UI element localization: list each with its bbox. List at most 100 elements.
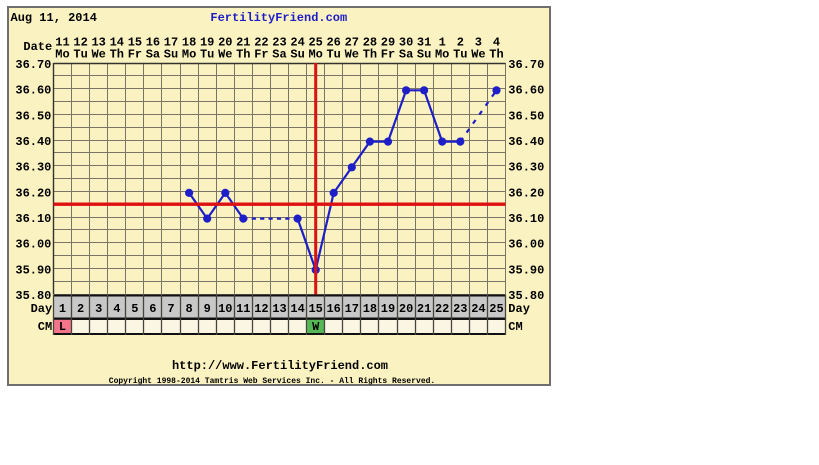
svg-text:Day: Day: [508, 302, 530, 316]
svg-text:17: 17: [345, 302, 359, 316]
svg-text:We: We: [91, 48, 105, 62]
svg-text:24: 24: [471, 302, 485, 316]
svg-text:21: 21: [417, 302, 431, 316]
svg-text:11: 11: [55, 36, 69, 50]
svg-text:2: 2: [77, 302, 84, 316]
svg-text:Su: Su: [164, 48, 178, 62]
svg-text:35.80: 35.80: [508, 289, 544, 303]
svg-text:We: We: [218, 48, 232, 62]
svg-text:30: 30: [399, 36, 413, 50]
svg-text:6: 6: [149, 302, 156, 316]
svg-text:4: 4: [493, 36, 500, 50]
svg-text:Fr: Fr: [254, 48, 268, 62]
svg-text:Sa: Sa: [146, 48, 160, 62]
svg-text:Fr: Fr: [381, 48, 395, 62]
svg-text:28: 28: [363, 36, 377, 50]
svg-text:We: We: [471, 48, 485, 62]
svg-text:13: 13: [91, 36, 105, 50]
svg-text:Mo: Mo: [182, 48, 196, 62]
svg-text:19: 19: [200, 36, 214, 50]
svg-text:3: 3: [95, 302, 102, 316]
svg-text:W: W: [312, 320, 320, 334]
svg-text:36.30: 36.30: [508, 161, 544, 175]
svg-text:Aug 11, 2014: Aug 11, 2014: [11, 11, 97, 25]
svg-text:36.30: 36.30: [15, 161, 51, 175]
svg-text:Su: Su: [290, 48, 304, 62]
svg-text:10: 10: [218, 302, 232, 316]
svg-text:Th: Th: [489, 48, 503, 62]
svg-text:Copyright 1998-2014 Tamtris We: Copyright 1998-2014 Tamtris Web Services…: [109, 377, 435, 386]
svg-text:35.90: 35.90: [15, 263, 51, 277]
svg-text:36.10: 36.10: [15, 212, 51, 226]
svg-text:24: 24: [290, 36, 304, 50]
svg-text:CM: CM: [38, 320, 52, 334]
svg-text:We: We: [345, 48, 359, 62]
svg-text:36.50: 36.50: [15, 109, 51, 123]
svg-text:Tu: Tu: [200, 48, 214, 62]
svg-text:15: 15: [308, 302, 322, 316]
svg-text:8: 8: [185, 302, 192, 316]
svg-text:36.50: 36.50: [508, 109, 544, 123]
svg-text:25: 25: [489, 302, 503, 316]
svg-text:5: 5: [131, 302, 138, 316]
svg-text:Day: Day: [31, 302, 53, 316]
svg-text:Mo: Mo: [55, 48, 69, 62]
svg-text:Tu: Tu: [453, 48, 467, 62]
svg-text:20: 20: [218, 36, 232, 50]
svg-text:12: 12: [73, 36, 87, 50]
svg-text:36.60: 36.60: [15, 84, 51, 98]
svg-text:4: 4: [113, 302, 120, 316]
svg-text:1: 1: [59, 302, 66, 316]
svg-text:35.90: 35.90: [508, 263, 544, 277]
svg-text:27: 27: [345, 36, 359, 50]
svg-text:17: 17: [164, 36, 178, 50]
svg-text:L: L: [59, 320, 66, 334]
svg-text:Th: Th: [236, 48, 250, 62]
svg-text:Sa: Sa: [272, 48, 286, 62]
svg-text:36.60: 36.60: [508, 84, 544, 98]
svg-text:Mo: Mo: [435, 48, 449, 62]
svg-text:31: 31: [417, 36, 431, 50]
svg-text:16: 16: [146, 36, 160, 50]
svg-text:35.80: 35.80: [15, 289, 51, 303]
svg-text:Tu: Tu: [326, 48, 340, 62]
svg-text:29: 29: [381, 36, 395, 50]
svg-text:36.00: 36.00: [508, 238, 544, 252]
svg-text:Su: Su: [417, 48, 431, 62]
svg-text:22: 22: [254, 36, 268, 50]
svg-text:14: 14: [290, 302, 304, 316]
svg-text:11: 11: [236, 302, 250, 316]
svg-text:25: 25: [308, 36, 322, 50]
svg-text:3: 3: [475, 36, 482, 50]
svg-text:36.40: 36.40: [15, 135, 51, 149]
svg-text:CM: CM: [508, 320, 522, 334]
svg-text:18: 18: [363, 302, 377, 316]
svg-text:36.70: 36.70: [508, 58, 544, 72]
svg-text:Fr: Fr: [128, 48, 142, 62]
svg-text:21: 21: [236, 36, 250, 50]
svg-text:Th: Th: [110, 48, 124, 62]
svg-text:16: 16: [326, 302, 340, 316]
svg-text:12: 12: [254, 302, 268, 316]
svg-text:19: 19: [381, 302, 395, 316]
svg-text:2: 2: [457, 36, 464, 50]
svg-text:Date: Date: [23, 40, 52, 54]
svg-text:36.40: 36.40: [508, 135, 544, 149]
svg-text:23: 23: [453, 302, 467, 316]
svg-text:36.20: 36.20: [15, 186, 51, 200]
svg-text:13: 13: [272, 302, 286, 316]
svg-text:9: 9: [204, 302, 211, 316]
svg-text:http://www.FertilityFriend.com: http://www.FertilityFriend.com: [172, 359, 388, 373]
svg-text:20: 20: [399, 302, 413, 316]
svg-text:22: 22: [435, 302, 449, 316]
svg-text:36.70: 36.70: [15, 58, 51, 72]
svg-text:Mo: Mo: [308, 48, 322, 62]
svg-text:1: 1: [439, 36, 446, 50]
svg-text:Th: Th: [363, 48, 377, 62]
svg-text:15: 15: [128, 36, 142, 50]
svg-text:Sa: Sa: [399, 48, 413, 62]
svg-text:36.00: 36.00: [15, 238, 51, 252]
svg-text:7: 7: [167, 302, 174, 316]
svg-text:18: 18: [182, 36, 196, 50]
svg-text:23: 23: [272, 36, 286, 50]
